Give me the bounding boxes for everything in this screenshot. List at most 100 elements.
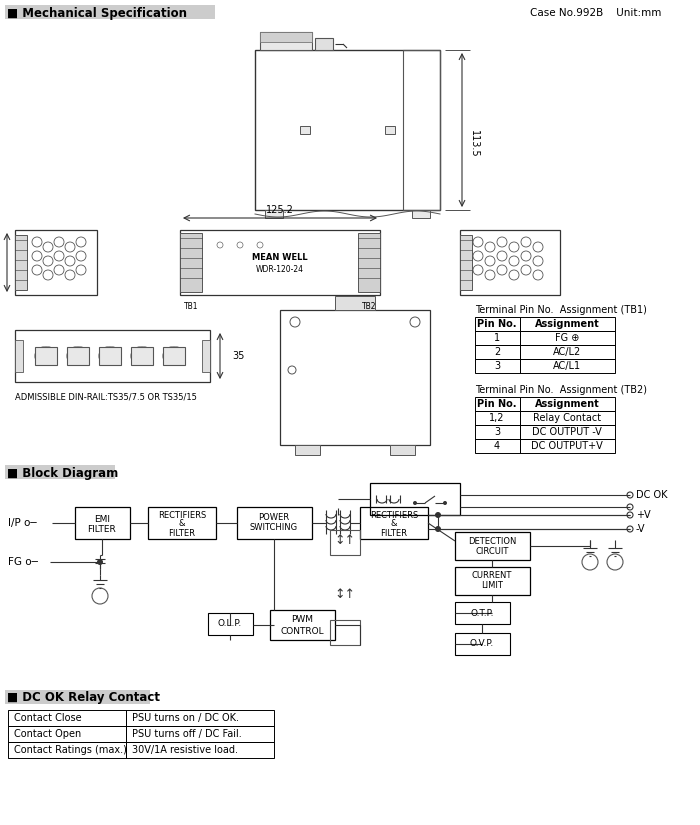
Text: DC OUTPUT -V: DC OUTPUT -V — [532, 427, 602, 437]
Text: 125.2: 125.2 — [266, 205, 294, 215]
Bar — [455, 602, 510, 624]
Circle shape — [97, 559, 103, 565]
Circle shape — [413, 501, 417, 505]
Bar — [163, 347, 185, 365]
Text: PSU turns off / DC Fail.: PSU turns off / DC Fail. — [132, 729, 242, 739]
Bar — [260, 32, 312, 50]
Circle shape — [35, 347, 53, 365]
Circle shape — [71, 347, 89, 365]
Text: SWITCHING: SWITCHING — [250, 524, 298, 532]
Circle shape — [131, 347, 149, 365]
Bar — [208, 613, 253, 635]
Bar — [315, 38, 333, 50]
Text: DETECTION: DETECTION — [468, 536, 516, 545]
Text: TB1: TB1 — [183, 302, 198, 311]
Text: Contact Ratings (max.): Contact Ratings (max.) — [14, 745, 127, 755]
Bar — [455, 532, 530, 560]
Bar — [15, 230, 97, 295]
Text: ↕↑: ↕↑ — [335, 534, 356, 546]
Text: O.T.P.: O.T.P. — [470, 609, 494, 617]
Text: 30V/1A resistive load.: 30V/1A resistive load. — [132, 745, 238, 755]
Text: 3: 3 — [494, 427, 500, 437]
Bar — [520, 317, 615, 331]
Text: EMI: EMI — [94, 515, 110, 524]
Bar — [335, 296, 375, 310]
Bar — [202, 340, 210, 372]
Text: CONTROL: CONTROL — [280, 626, 324, 635]
Bar — [370, 483, 460, 515]
Text: Pin No.: Pin No. — [477, 319, 517, 329]
Bar — [330, 620, 360, 645]
Text: 3: 3 — [494, 361, 500, 371]
Bar — [8, 742, 126, 758]
Bar — [475, 439, 520, 453]
Text: CIRCUIT: CIRCUIT — [475, 546, 509, 555]
Bar — [455, 633, 510, 655]
Text: FILTER: FILTER — [88, 525, 116, 534]
Bar — [5, 465, 115, 479]
Text: LIMIT: LIMIT — [481, 582, 503, 591]
Circle shape — [163, 347, 181, 365]
Bar — [475, 345, 520, 359]
Text: ■ DC OK Relay Contact: ■ DC OK Relay Contact — [7, 691, 160, 705]
Circle shape — [435, 512, 441, 518]
Bar — [520, 425, 615, 439]
Bar — [15, 330, 210, 382]
Text: Assignment: Assignment — [535, 319, 599, 329]
Text: RECTIFIERS: RECTIFIERS — [158, 511, 206, 520]
Circle shape — [103, 347, 121, 365]
Text: POWER: POWER — [258, 513, 290, 522]
Bar — [520, 397, 615, 411]
Bar — [237, 507, 312, 539]
Bar — [15, 340, 23, 372]
Bar — [180, 230, 380, 295]
Text: Pin No.: Pin No. — [477, 399, 517, 409]
Bar — [300, 126, 310, 134]
Bar — [295, 445, 320, 455]
Bar — [460, 235, 472, 290]
Bar — [475, 317, 520, 331]
Text: &: & — [391, 520, 398, 529]
Text: CURRENT: CURRENT — [472, 572, 512, 581]
Text: ADMISSIBLE DIN-RAIL:TS35/7.5 OR TS35/15: ADMISSIBLE DIN-RAIL:TS35/7.5 OR TS35/15 — [15, 392, 197, 401]
Circle shape — [99, 347, 117, 365]
Text: ■ Block Diagram: ■ Block Diagram — [7, 466, 118, 479]
Bar — [255, 50, 440, 210]
Text: PSU turns on / DC OK.: PSU turns on / DC OK. — [132, 713, 239, 723]
Circle shape — [135, 347, 153, 365]
Text: FILTER: FILTER — [169, 529, 195, 538]
Text: -V: -V — [636, 524, 645, 534]
Circle shape — [39, 347, 57, 365]
Text: WDR-120-24: WDR-120-24 — [256, 266, 304, 275]
Bar — [403, 50, 440, 210]
Bar — [126, 742, 274, 758]
Text: 113.5: 113.5 — [469, 130, 479, 158]
Bar — [75, 507, 130, 539]
Bar — [520, 331, 615, 345]
Text: AC/L1: AC/L1 — [553, 361, 581, 371]
Bar — [475, 425, 520, 439]
Text: FG ⊕: FG ⊕ — [555, 333, 579, 343]
Bar — [180, 233, 202, 292]
Circle shape — [443, 501, 447, 505]
Bar — [265, 210, 283, 218]
Bar — [385, 126, 395, 134]
Text: TB2: TB2 — [362, 302, 377, 311]
Text: 1,2: 1,2 — [489, 413, 505, 423]
Text: I/P o─: I/P o─ — [8, 518, 36, 528]
Text: ↕↑: ↕↑ — [335, 588, 356, 601]
Text: DC OUTPUT+V: DC OUTPUT+V — [531, 441, 603, 451]
Text: ■ Mechanical Specification: ■ Mechanical Specification — [7, 7, 187, 20]
Text: Terminal Pin No.  Assignment (TB1): Terminal Pin No. Assignment (TB1) — [475, 305, 647, 315]
Bar — [412, 210, 430, 218]
Bar — [358, 233, 380, 292]
Bar — [520, 359, 615, 373]
Text: RECTIFIERS: RECTIFIERS — [370, 511, 418, 520]
Bar — [15, 235, 27, 290]
Text: 40: 40 — [0, 257, 1, 267]
Bar — [475, 359, 520, 373]
Bar — [148, 507, 216, 539]
Text: O.V.P.: O.V.P. — [470, 639, 494, 648]
Text: DC OK: DC OK — [636, 490, 668, 500]
Bar — [520, 439, 615, 453]
